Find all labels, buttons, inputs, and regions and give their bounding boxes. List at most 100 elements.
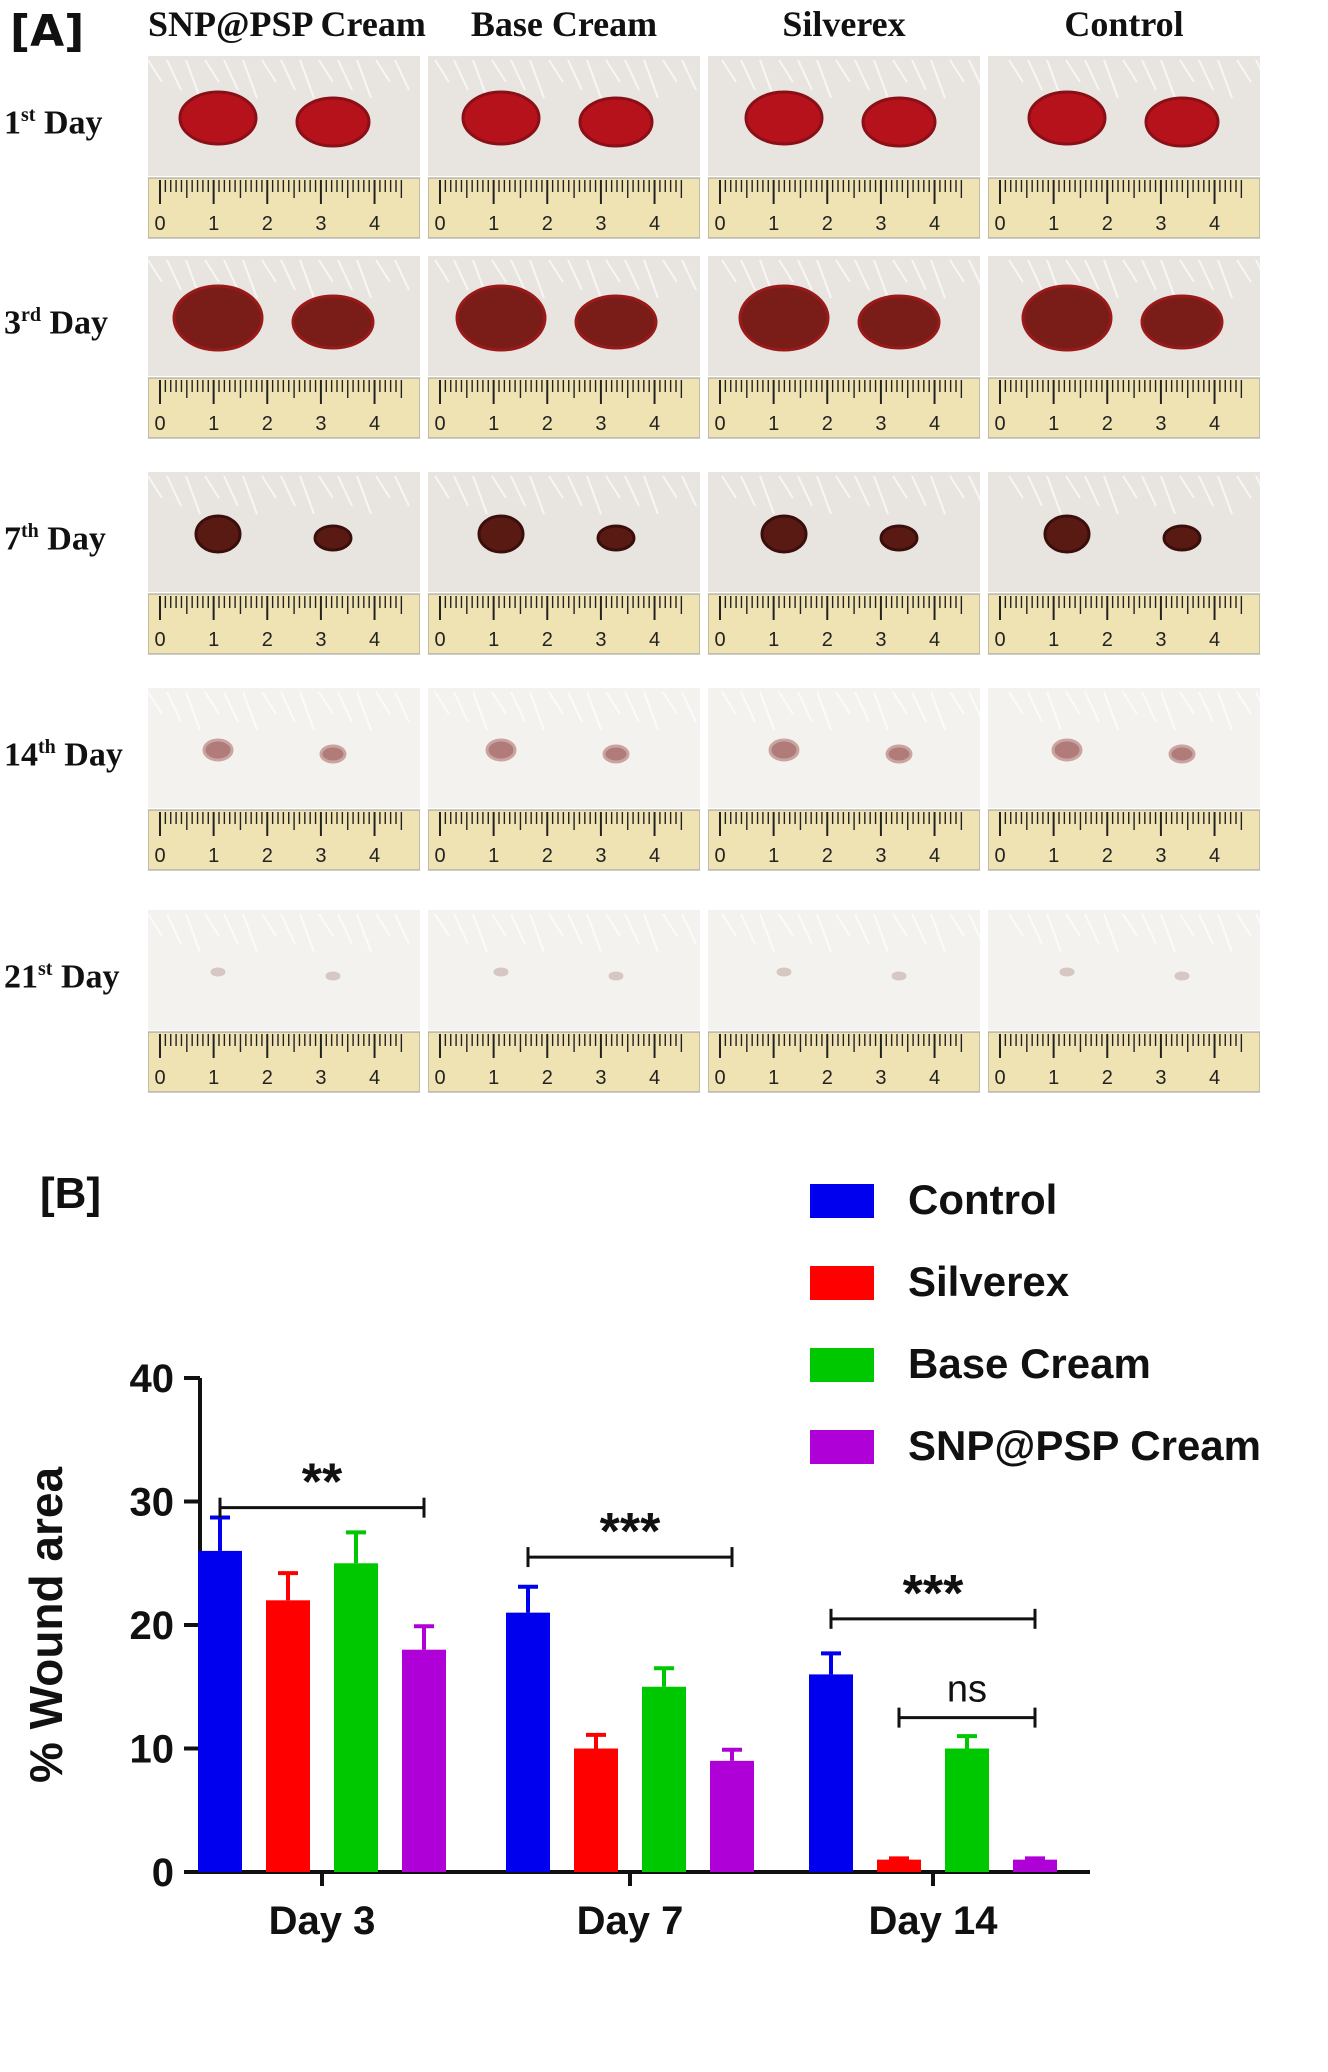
photo-cell-r4-c0: 0 1 2 3 4 (147, 910, 421, 1094)
y-tick-label: 30 (130, 1481, 175, 1525)
skin-background (148, 910, 420, 1030)
fur-stroke (835, 59, 851, 83)
fur-stroke (166, 475, 182, 507)
ruler-tick-label: 4 (649, 845, 660, 867)
fur-stroke (147, 259, 163, 283)
ruler-tick-label: 2 (262, 845, 273, 867)
wound-photo: 0 1 2 3 4 (427, 256, 701, 439)
fur-stroke (1027, 691, 1043, 723)
ruler-tick-label: 0 (434, 213, 445, 235)
wound-spot (1144, 96, 1220, 148)
ruler-tick-label: 1 (768, 213, 779, 235)
row-label-day: Day (55, 736, 123, 774)
fur-stroke (1141, 475, 1157, 507)
fur-stroke (949, 59, 965, 83)
wound-spot (596, 524, 636, 552)
fur-stroke (453, 691, 469, 723)
wound-spot (325, 971, 341, 981)
photo-cell-r1-c2: 0 1 2 3 4 (707, 256, 984, 440)
fur-stroke (1236, 475, 1252, 499)
wound-spot (768, 738, 800, 762)
ruler-tick-label: 1 (488, 845, 499, 867)
wound-photo: 0 1 2 3 4 (147, 910, 421, 1093)
row-label-ordinal: st (38, 958, 53, 980)
fur-stroke (453, 59, 469, 91)
fur-stroke (394, 259, 410, 291)
skin-background (428, 472, 700, 592)
ruler-tick-label: 4 (929, 629, 940, 651)
fur-stroke (261, 691, 277, 715)
ruler-tick-label: 4 (1209, 845, 1220, 867)
fur-stroke (280, 259, 296, 291)
fur-stroke (721, 475, 737, 499)
fur-stroke (681, 475, 697, 507)
fur-stroke (1103, 913, 1119, 953)
skin-background (988, 910, 1260, 1030)
fur-stroke (261, 59, 277, 83)
fur-stroke (740, 259, 756, 291)
fur-stroke (1141, 259, 1157, 291)
ruler-tick-label: 1 (208, 413, 219, 435)
fur-stroke (223, 691, 239, 723)
fur-stroke (911, 475, 927, 507)
fur-stroke (605, 59, 621, 83)
significance-label: ** (302, 1454, 343, 1512)
fur-stroke (1008, 259, 1024, 283)
wound-photo: 0 1 2 3 4 (987, 910, 1271, 1093)
wound-spot (1162, 524, 1202, 552)
legend-label: Silverex (908, 1258, 1070, 1305)
fur-stroke (759, 475, 775, 515)
fur-stroke (1103, 475, 1119, 515)
fur-stroke (529, 259, 545, 299)
ruler-tick-label: 1 (1048, 213, 1059, 235)
wound-spot (172, 284, 264, 352)
fur-stroke (510, 913, 526, 945)
ruler-tick-label: 1 (1048, 413, 1059, 435)
fur-stroke (911, 59, 927, 91)
fur-stroke (721, 59, 737, 83)
fur-stroke (1027, 913, 1043, 945)
fur-stroke (472, 475, 488, 515)
ruler-tick-label: 2 (1102, 629, 1113, 651)
row-label-ordinal: th (38, 736, 56, 758)
wound-spot (313, 524, 353, 552)
fur-stroke (681, 59, 697, 91)
fur-stroke (510, 259, 526, 291)
fur-stroke (529, 913, 545, 953)
ruler-tick-label: 3 (595, 413, 606, 435)
ruler-tick-label: 2 (262, 413, 273, 435)
fur-stroke (662, 913, 678, 937)
fur-stroke (185, 59, 201, 99)
ruler-tick-label: 1 (768, 629, 779, 651)
fur-stroke (204, 913, 220, 937)
fur-stroke (778, 913, 794, 937)
ruler-tick-label: 3 (1155, 213, 1166, 235)
wound-photo: 0 1 2 3 4 (427, 910, 701, 1093)
ruler-tick-label: 1 (488, 413, 499, 435)
fur-stroke (797, 691, 813, 723)
ruler-tick-label: 0 (434, 629, 445, 651)
fur-stroke (1065, 691, 1081, 715)
fur-stroke (394, 913, 410, 945)
row-label-ordinal: th (21, 520, 39, 542)
fur-stroke (816, 475, 832, 515)
wound-spot (210, 967, 226, 977)
fur-stroke (318, 475, 334, 499)
photo-cell-r1-c0: 0 1 2 3 4 (147, 256, 421, 440)
fur-stroke (1084, 913, 1100, 945)
fur-stroke (434, 259, 450, 283)
ruler-tick-label: 2 (262, 1067, 273, 1089)
ruler-tick-label: 0 (154, 845, 165, 867)
fur-stroke (1198, 691, 1214, 723)
ruler-tick-label: 4 (1209, 1067, 1220, 1089)
wound-photo: 0 1 2 3 4 (987, 56, 1271, 239)
ruler-tick-label: 2 (1102, 845, 1113, 867)
fur-stroke (185, 913, 201, 953)
wound-spot (578, 96, 654, 148)
wound-spot (493, 967, 509, 977)
ruler-tick-label: 3 (595, 1067, 606, 1089)
legend-label: SNP@PSP Cream (908, 1422, 1261, 1469)
fur-stroke (204, 691, 220, 715)
fur-stroke (873, 475, 889, 515)
wound-spot (1174, 971, 1190, 981)
